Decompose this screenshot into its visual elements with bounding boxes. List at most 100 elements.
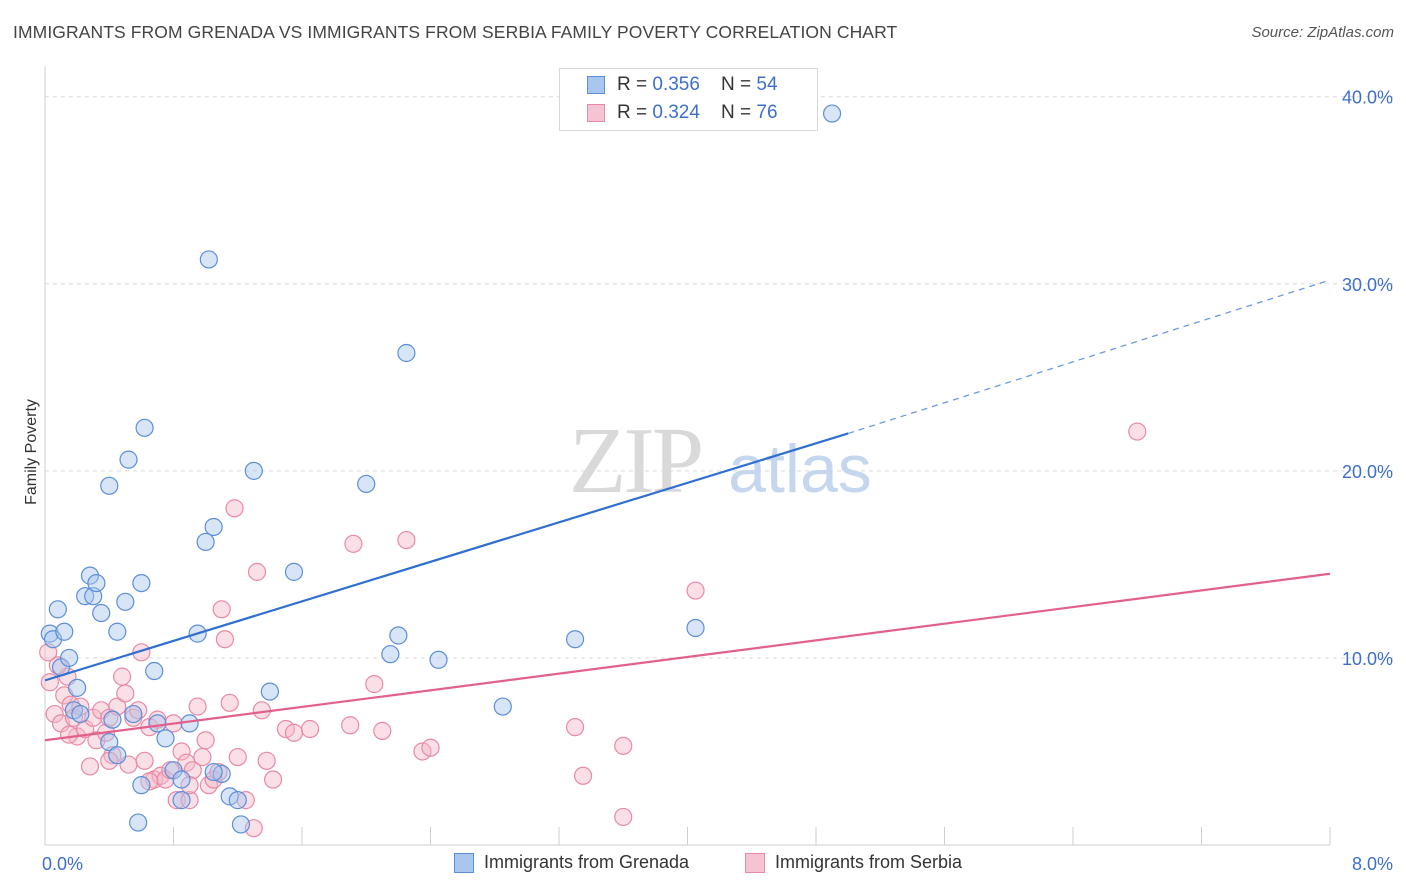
grenada-point (156, 729, 175, 748)
watermark-atlas: atlas (728, 431, 872, 507)
serbia-point (686, 581, 705, 600)
serbia-point (209, 762, 228, 782)
grenada-legend-swatch (454, 853, 474, 873)
grenada-legend-label: Immigrants from Grenada (484, 852, 690, 872)
grenada-point (55, 622, 74, 641)
y-tick-label: 10.0% (1342, 649, 1393, 669)
serbia-point (257, 751, 276, 770)
serbia-legend-label: Immigrants from Serbia (775, 852, 963, 872)
grenada-point (429, 650, 448, 669)
serbia-point (215, 630, 234, 649)
grenada-point (493, 697, 512, 716)
serbia-point (228, 747, 247, 767)
x-tick-label: 0.0% (42, 854, 83, 874)
grenada-swatch (587, 76, 605, 94)
grenada-point (822, 104, 842, 123)
grenada-point (48, 600, 67, 619)
grenada-point (103, 710, 122, 729)
grenada-point (199, 250, 218, 269)
serbia-point (565, 718, 585, 737)
serbia-point (341, 716, 360, 735)
x-tick-label: 8.0% (1352, 854, 1393, 874)
grenada-point (228, 791, 247, 810)
grenada-point (132, 776, 151, 795)
grenada-point (132, 573, 151, 593)
serbia-n-value: 76 (756, 102, 778, 123)
y-tick-label: 20.0% (1342, 462, 1393, 482)
serbia-point (284, 723, 304, 742)
grenada-n-value: 54 (756, 74, 778, 95)
serbia-n-label: N = (721, 102, 757, 123)
y-tick-label: 30.0% (1342, 275, 1393, 295)
serbia-point (614, 736, 633, 755)
serbia-point (614, 807, 633, 827)
grenada-point (124, 704, 143, 724)
grid-lines (45, 96, 1395, 659)
serbia-point (1128, 422, 1147, 441)
grenada-point (172, 791, 191, 810)
watermark: ZIP atlas (569, 409, 872, 513)
serbia-point (247, 562, 267, 581)
serbia-r-value: 0.324 (652, 102, 700, 123)
grenada-point (135, 418, 154, 437)
serbia-point (193, 747, 212, 767)
grenada-points (40, 104, 842, 834)
grenada-point (80, 566, 100, 585)
y-tick-label: 40.0% (1342, 88, 1393, 108)
grenada-trend-line (44, 432, 849, 682)
grenada-point (565, 630, 585, 649)
serbia-point (188, 697, 207, 716)
grenada-point (100, 476, 119, 495)
grenada-point (381, 645, 400, 664)
grenada-point (71, 704, 90, 724)
grenada-point (172, 770, 191, 789)
serbia-point (421, 738, 440, 757)
serbia-point (263, 770, 283, 789)
serbia-point (573, 766, 593, 785)
serbia-points (39, 422, 1147, 838)
grenada-point (686, 618, 705, 638)
grenada-point (116, 592, 135, 611)
trend-lines (44, 279, 1331, 742)
serbia-point (135, 751, 154, 770)
grenada-point (204, 517, 223, 537)
serbia-point (212, 600, 231, 619)
serbia-point (373, 721, 392, 740)
grenada-point (119, 450, 138, 469)
grenada-point (145, 661, 164, 681)
serbia-r-label: R = (617, 102, 653, 123)
grenada-point (68, 678, 87, 697)
serbia-legend-swatch (745, 853, 765, 873)
grenada-r-label: R = (617, 74, 653, 95)
grenada-r-value: 0.356 (652, 74, 700, 95)
grenada-point (284, 562, 304, 581)
grenada-point (357, 474, 376, 494)
grenada-point (397, 343, 416, 363)
serbia-point (397, 530, 416, 550)
grenada-point (87, 573, 106, 593)
grenada-point (108, 622, 127, 641)
axes (44, 66, 1331, 846)
serbia-point (80, 757, 100, 776)
serbia-point (365, 675, 384, 694)
grenada-point (204, 762, 223, 782)
grenada-point (196, 532, 215, 552)
grenada-point (231, 815, 251, 834)
serbia-point (196, 731, 215, 750)
serbia-point (344, 534, 363, 553)
grenada-point (244, 461, 263, 480)
chart-title: IMMIGRANTS FROM GRENADA VS IMMIGRANTS FR… (13, 22, 898, 42)
serbia-point (300, 719, 320, 739)
grenada-point (40, 624, 59, 643)
serbia-trend-line (44, 572, 1331, 742)
grenada-point (389, 626, 408, 645)
legend: R = 0.356 N = 54 R = 0.324 N = 76 (559, 68, 818, 131)
grenada-point (148, 714, 167, 733)
grenada-point (100, 733, 119, 752)
source-label: Source: ZipAtlas.com (1251, 24, 1394, 41)
tick-labels: 10.0% 20.0% 30.0% 40.0% 0.0% 8.0% (42, 88, 1393, 874)
grenada-point (92, 603, 111, 623)
serbia-point (220, 693, 239, 712)
grenada-point (129, 813, 148, 832)
